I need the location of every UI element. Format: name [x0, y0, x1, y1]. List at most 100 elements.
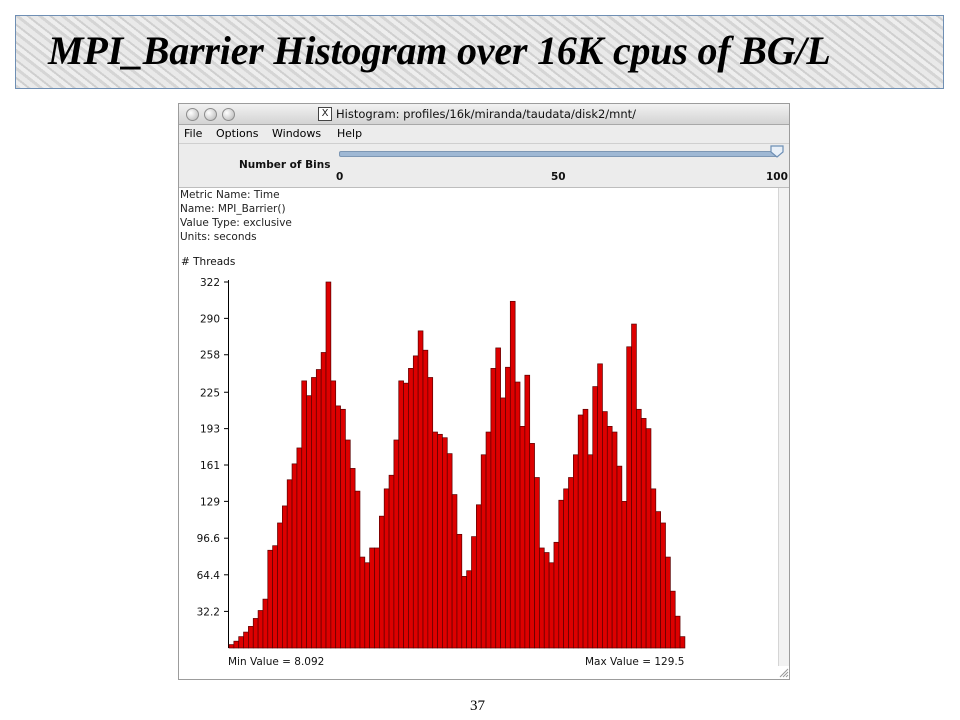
- histogram-bar[interactable]: [679, 636, 686, 649]
- histogram-bar[interactable]: [524, 374, 531, 649]
- histogram-bar[interactable]: [383, 488, 390, 649]
- number-of-bins-slider[interactable]: [339, 151, 779, 157]
- minimize-window-button[interactable]: [204, 108, 217, 121]
- histogram-bar[interactable]: [563, 488, 569, 649]
- histogram-bar[interactable]: [645, 428, 652, 649]
- histogram-bar[interactable]: [369, 547, 375, 649]
- histogram-bar[interactable]: [495, 347, 501, 649]
- histogram-bar[interactable]: [674, 615, 681, 649]
- histogram-bar[interactable]: [573, 454, 579, 649]
- histogram-bar[interactable]: [437, 433, 443, 649]
- histogram-bar[interactable]: [631, 323, 637, 649]
- histogram-bar[interactable]: [422, 349, 429, 649]
- histogram-bar[interactable]: [606, 426, 613, 649]
- histogram-bar[interactable]: [233, 640, 240, 649]
- histogram-bar[interactable]: [228, 644, 235, 649]
- histogram-bar[interactable]: [529, 443, 535, 649]
- histogram-bar[interactable]: [393, 439, 400, 649]
- histogram-bar[interactable]: [291, 463, 298, 649]
- histogram-bar[interactable]: [315, 369, 322, 649]
- histogram-bar[interactable]: [345, 439, 351, 649]
- histogram-bar[interactable]: [349, 468, 356, 649]
- histogram-bar[interactable]: [427, 377, 434, 649]
- histogram-bar[interactable]: [514, 381, 521, 649]
- histogram-bar[interactable]: [388, 474, 395, 649]
- vertical-scrollbar[interactable]: [778, 188, 789, 666]
- histogram-bar[interactable]: [238, 636, 244, 649]
- histogram-bar[interactable]: [568, 477, 574, 649]
- histogram-bar[interactable]: [655, 511, 661, 649]
- histogram-bar[interactable]: [461, 576, 467, 649]
- histogram-bar[interactable]: [582, 408, 589, 649]
- histogram-bar[interactable]: [403, 382, 409, 649]
- histogram-bar[interactable]: [335, 405, 341, 649]
- histogram-bar[interactable]: [257, 610, 264, 649]
- resize-grip-icon[interactable]: [777, 666, 789, 678]
- histogram-bar[interactable]: [330, 380, 337, 649]
- histogram-bar[interactable]: [548, 562, 555, 649]
- histogram-bar[interactable]: [306, 395, 312, 649]
- close-window-button[interactable]: [186, 108, 199, 121]
- histogram-bar[interactable]: [665, 556, 671, 649]
- histogram-bar[interactable]: [558, 499, 564, 649]
- histogram-bar[interactable]: [597, 363, 603, 649]
- histogram-bar[interactable]: [243, 631, 249, 649]
- histogram-bar[interactable]: [277, 522, 283, 649]
- histogram-bar[interactable]: [485, 431, 492, 649]
- menu-windows[interactable]: Windows: [272, 127, 322, 140]
- histogram-bar[interactable]: [505, 366, 511, 649]
- histogram-bar[interactable]: [442, 437, 448, 649]
- menu-help[interactable]: Help: [337, 127, 363, 140]
- histogram-bar[interactable]: [476, 504, 482, 649]
- histogram-bar[interactable]: [616, 465, 623, 649]
- histogram-bar[interactable]: [471, 536, 477, 649]
- histogram-bar[interactable]: [640, 418, 647, 649]
- histogram-bar[interactable]: [602, 411, 608, 649]
- histogram-bar[interactable]: [325, 281, 332, 649]
- histogram-bar[interactable]: [466, 570, 472, 649]
- histogram-bar[interactable]: [432, 431, 438, 649]
- histogram-bar[interactable]: [374, 547, 380, 649]
- histogram-bar[interactable]: [408, 368, 414, 649]
- histogram-bar[interactable]: [417, 330, 424, 649]
- histogram-bar[interactable]: [543, 552, 550, 649]
- histogram-bar[interactable]: [660, 522, 666, 649]
- histogram-bar[interactable]: [587, 454, 594, 649]
- histogram-bar[interactable]: [296, 447, 303, 649]
- histogram-bar[interactable]: [311, 377, 317, 649]
- histogram-bar[interactable]: [252, 618, 259, 649]
- menu-file[interactable]: File: [184, 127, 203, 140]
- histogram-bar[interactable]: [451, 494, 458, 649]
- histogram-bar[interactable]: [359, 556, 366, 649]
- histogram-bar[interactable]: [626, 346, 632, 649]
- histogram-bar[interactable]: [621, 501, 628, 649]
- zoom-window-button[interactable]: [222, 108, 235, 121]
- histogram-bar[interactable]: [456, 533, 463, 649]
- histogram-bar[interactable]: [553, 541, 560, 649]
- histogram-bar[interactable]: [490, 368, 497, 649]
- histogram-bar[interactable]: [592, 386, 598, 649]
- histogram-bar[interactable]: [480, 454, 487, 649]
- histogram-bar[interactable]: [281, 505, 288, 649]
- histogram-bar[interactable]: [577, 414, 584, 649]
- histogram-bar[interactable]: [412, 355, 419, 649]
- histogram-bar[interactable]: [539, 547, 545, 649]
- histogram-bar[interactable]: [500, 397, 506, 649]
- histogram-bar[interactable]: [670, 590, 676, 649]
- histogram-bar[interactable]: [379, 515, 385, 649]
- slider-thumb[interactable]: [770, 145, 784, 158]
- histogram-bar[interactable]: [534, 477, 540, 649]
- menu-options[interactable]: Options: [216, 127, 259, 140]
- histogram-bar[interactable]: [636, 408, 642, 649]
- histogram-bar[interactable]: [611, 431, 618, 649]
- histogram-bar[interactable]: [446, 453, 453, 649]
- histogram-bar[interactable]: [354, 490, 361, 649]
- histogram-bar[interactable]: [286, 479, 293, 649]
- histogram-bar[interactable]: [340, 408, 346, 649]
- histogram-bar[interactable]: [650, 488, 657, 649]
- histogram-bar[interactable]: [509, 300, 516, 649]
- histogram-bar[interactable]: [262, 598, 269, 649]
- histogram-bar[interactable]: [519, 426, 526, 649]
- histogram-bar[interactable]: [320, 352, 327, 649]
- histogram-bar[interactable]: [301, 380, 307, 649]
